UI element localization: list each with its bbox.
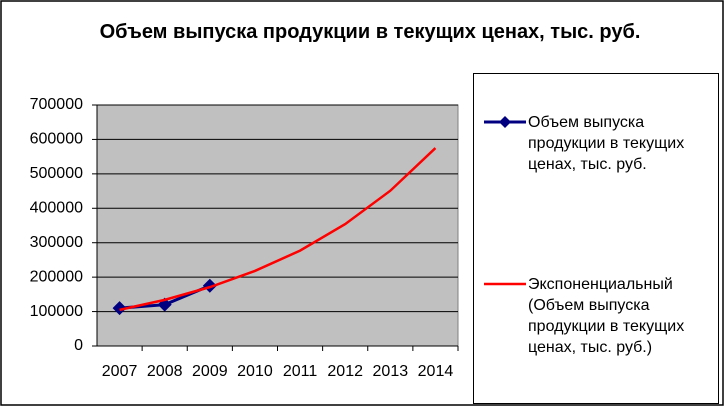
legend-symbol: [484, 116, 526, 128]
x-tick-label: 2007: [102, 363, 138, 380]
legend-label: Объем выпуска продукции в текущих ценах,…: [528, 114, 685, 173]
x-tick-label: 2011: [283, 363, 318, 380]
y-tick-label: 200000: [30, 268, 83, 285]
series-marker: [112, 301, 127, 316]
x-tick-label: 2013: [373, 363, 409, 380]
y-tick-label: 300000: [30, 234, 83, 251]
x-tick-label: 2012: [327, 363, 363, 380]
y-tick-label: 700000: [30, 96, 83, 113]
series-line: [119, 147, 437, 312]
legend: Объем выпуска продукции в текущих ценах,…: [473, 73, 719, 404]
y-tick-label: 0: [74, 337, 83, 354]
y-tick-label: 600000: [30, 131, 83, 148]
legend-label: Экспоненциальный (Объем выпуска продукци…: [528, 276, 685, 356]
legend-symbol: [484, 282, 526, 286]
x-tick-label: 2014: [418, 363, 454, 380]
legend-marker: [499, 116, 511, 128]
y-tick-label: 100000: [30, 303, 83, 320]
y-tick-label: 400000: [30, 200, 83, 217]
chart-title: Объем выпуска продукции в текущих ценах,…: [99, 21, 641, 43]
y-tick-label: 500000: [30, 165, 83, 182]
x-tick-label: 2010: [237, 363, 273, 380]
plot-area: [96, 104, 459, 347]
x-tick-label: 2008: [147, 363, 183, 380]
x-tick-label: 2009: [192, 363, 228, 380]
